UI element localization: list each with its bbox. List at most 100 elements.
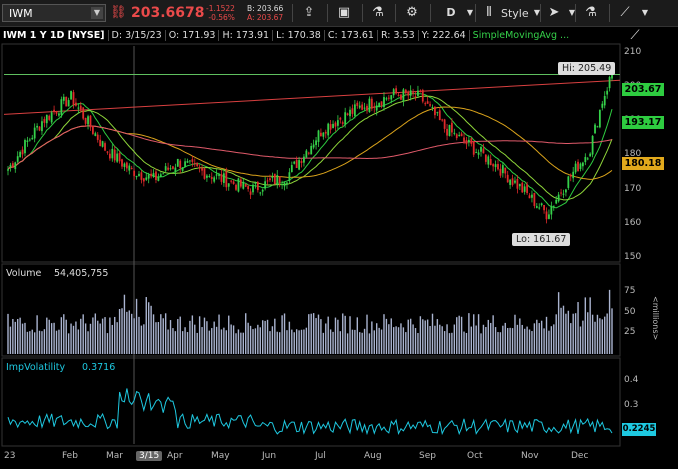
candle-body	[477, 152, 480, 155]
chevron-down-icon[interactable]: ▼	[641, 8, 649, 17]
candle-body	[448, 125, 451, 136]
candle-body	[230, 180, 233, 182]
volume-bar	[460, 316, 463, 354]
volume-bar	[584, 297, 587, 354]
candle-body	[186, 161, 189, 163]
candle-body	[264, 181, 267, 189]
volume-bar	[162, 318, 164, 354]
candle-body	[167, 167, 169, 170]
aggregation-button[interactable]: D	[446, 6, 456, 19]
volume-bar	[167, 329, 169, 354]
candle-body	[562, 193, 565, 195]
candle-body	[21, 149, 24, 155]
candle-body	[315, 140, 317, 146]
volume-bar	[557, 292, 560, 354]
candle-body	[526, 184, 529, 194]
legend-symbol[interactable]: IWM 1 Y 1D [NYSE]	[0, 29, 109, 41]
candle-body	[467, 139, 470, 143]
symbol-text: IWM	[9, 6, 33, 20]
share-icon[interactable]: ⇪	[303, 5, 315, 20]
style-button[interactable]: Style	[501, 6, 529, 20]
candle-body	[463, 137, 465, 142]
candle-body	[184, 161, 186, 167]
legend-study[interactable]: SimpleMovingAvg ...	[472, 29, 570, 41]
chevron-down-icon[interactable]: ▼	[466, 8, 474, 17]
bid: B: 203.66	[247, 4, 284, 13]
volume-bar	[21, 323, 24, 354]
candle-body	[565, 189, 567, 193]
candle-body	[181, 167, 184, 171]
candle-body	[426, 101, 429, 104]
candle-body	[407, 91, 410, 96]
volume-bar	[385, 318, 388, 354]
candle-body	[533, 193, 536, 206]
volume-bar	[511, 328, 514, 354]
candle-body	[320, 132, 322, 137]
chevron-down-icon[interactable]: ▼	[568, 8, 576, 17]
candle-body	[28, 139, 31, 141]
candle-body	[94, 133, 97, 136]
candle-body	[140, 172, 143, 180]
cursor-date-label: 3/15	[136, 451, 163, 461]
candle-body	[256, 182, 259, 191]
volume-bar	[9, 326, 12, 354]
chevron-down-icon[interactable]: ▼	[533, 8, 541, 17]
volume-bar	[213, 321, 215, 354]
candle-body	[67, 100, 70, 107]
divider	[395, 4, 396, 22]
volume-bar	[220, 329, 223, 354]
volume-bar	[97, 320, 99, 354]
candle-body	[552, 205, 555, 207]
candle-body	[346, 113, 349, 116]
volume-bar	[245, 313, 247, 354]
candle-body	[441, 119, 444, 121]
trend-line-icon[interactable]: ⟋	[630, 28, 640, 43]
flask-icon[interactable]: ⚗	[585, 5, 597, 20]
candle-body	[295, 159, 298, 169]
candle-body	[208, 176, 211, 178]
panel-frame	[1, 43, 621, 263]
candle-body	[70, 91, 72, 100]
volume-bar	[75, 321, 77, 354]
volume-bar	[514, 314, 516, 354]
symbol-input[interactable]: IWM ▼	[2, 4, 106, 22]
volume-bar	[473, 314, 475, 354]
volume-bar	[281, 315, 283, 354]
chevron-down-icon[interactable]: ▼	[91, 7, 103, 19]
candle-body	[232, 181, 235, 185]
volume-bar	[392, 327, 395, 354]
candle-body	[305, 150, 308, 158]
volume-bar	[147, 302, 150, 354]
candle-body	[271, 176, 274, 179]
link-icon[interactable]: ⛓	[110, 5, 127, 20]
candle-body	[421, 89, 424, 102]
volume-bar	[77, 329, 80, 354]
volume-bar	[67, 333, 70, 354]
volume-bar	[94, 313, 97, 354]
drawings-icon[interactable]: ▣	[337, 5, 351, 20]
volume-tick: 25	[624, 327, 636, 338]
candle-body	[531, 194, 533, 198]
legend-y: Y: 222.64	[419, 29, 470, 41]
panel-frame	[1, 263, 621, 357]
volume-bar	[41, 331, 43, 354]
candle-body	[249, 191, 252, 195]
candle-body	[608, 77, 611, 89]
candle-body	[472, 141, 475, 155]
volume-bar	[140, 325, 143, 354]
candle-body	[518, 184, 521, 187]
candle-body	[133, 170, 136, 177]
candle-body	[62, 96, 65, 101]
candle-body	[41, 121, 43, 132]
candle-style-icon[interactable]: ⫴	[486, 5, 492, 20]
candle-body	[460, 133, 463, 137]
candle-body	[455, 134, 458, 139]
gear-icon[interactable]: ⚙	[406, 5, 418, 20]
volume-bar	[448, 333, 451, 354]
cursor-icon[interactable]: ➤	[548, 5, 560, 20]
candle-body	[446, 128, 448, 136]
pct-change: -0.56%	[208, 13, 235, 22]
studies-flask-icon[interactable]: ⚗	[372, 5, 384, 20]
drawing-tools-icon[interactable]: ⟋	[620, 5, 630, 20]
